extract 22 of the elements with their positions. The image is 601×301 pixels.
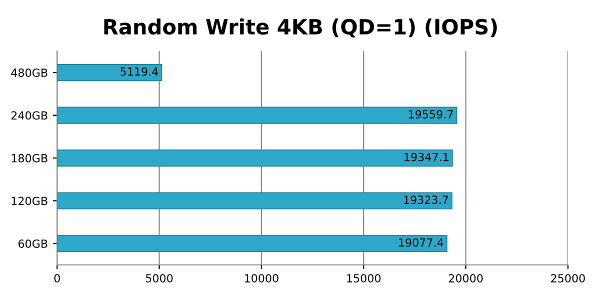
y-tick-label: 180GB — [12, 154, 48, 162]
x-tick-label: 10000 — [244, 274, 278, 283]
x-tick-label: 25000 — [551, 274, 585, 283]
data-label: 19347.1 — [404, 152, 448, 162]
x-tick-label: 0 — [54, 274, 60, 283]
data-label: 19323.7 — [404, 196, 448, 204]
bar — [57, 149, 453, 167]
x-tick-label: 20000 — [448, 274, 483, 283]
y-tick-label: 480GB — [11, 68, 48, 77]
bar — [57, 106, 458, 124]
bar — [57, 234, 448, 252]
data-label: 5119.4 — [120, 67, 158, 76]
bar — [57, 192, 452, 210]
y-tick-label: 120GB — [12, 196, 48, 206]
bar — [57, 64, 162, 82]
x-tick-label: 15000 — [347, 274, 381, 283]
y-tick-label: 60GB — [18, 239, 48, 248]
y-tick-label: 240GB — [11, 111, 48, 120]
chart-title: Random Write 4KB (QD=1) (IOPS) — [104, 18, 497, 38]
x-tick-label: 5000 — [146, 274, 173, 283]
data-label: 19559.7 — [408, 110, 453, 119]
data-label: 19077.4 — [399, 238, 444, 247]
